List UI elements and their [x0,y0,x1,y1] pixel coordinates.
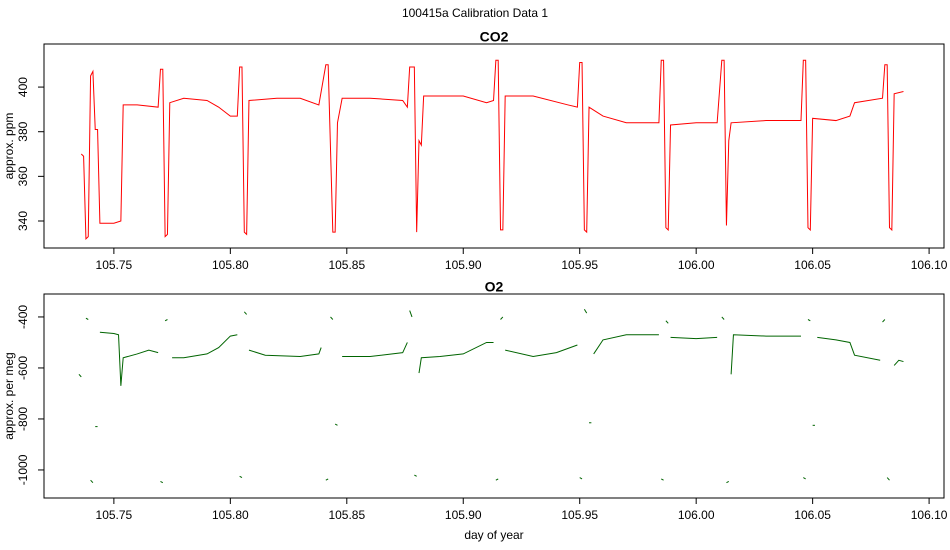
plot-frame [43,43,945,249]
data-line [409,310,413,318]
data-line [579,477,583,480]
data-line [90,479,94,484]
data-line [721,316,725,320]
data-line [886,477,890,481]
x-tick-label: 105.85 [328,258,365,272]
y-tick-label: -1000 [16,454,30,485]
data-line [414,474,417,477]
panel-title: O2 [485,279,504,295]
data-line [172,334,238,359]
data-line [85,317,89,320]
y-tick-label: 380 [16,121,30,141]
data-line [325,478,329,481]
x-tick-label: 106.10 [911,508,948,522]
data-line [817,336,881,361]
data-line [807,319,811,322]
data-line [882,319,886,323]
x-tick-label: 106.00 [678,258,715,272]
plot-frame [43,293,945,499]
page-title: 100415a Calibration Data 1 [402,6,548,20]
data-line [730,334,801,375]
x-tick-label: 105.95 [561,258,598,272]
x-tick-label: 106.05 [794,508,831,522]
x-tick-label: 105.80 [212,258,249,272]
x-tick-label: 105.90 [445,258,482,272]
x-tick-label: 106.10 [911,258,948,272]
panel-title: CO2 [480,29,509,45]
data-line [505,344,578,357]
data-line [80,59,904,240]
data-line [243,311,248,315]
data-line [164,319,168,322]
x-tick-label: 106.00 [678,508,715,522]
data-line [99,331,159,386]
data-line [239,475,243,479]
x-tick-label: 105.90 [445,508,482,522]
y-axis-label: approx. ppm [2,113,16,180]
data-line [334,423,338,426]
y-axis-label: approx. per meg [2,352,16,439]
data-line [500,316,504,320]
data-line [665,320,669,324]
data-line [670,336,718,340]
data-line [78,373,82,378]
y-tick-label: 360 [16,166,30,186]
data-line [726,480,730,484]
data-line [248,347,322,357]
y-tick-label: 400 [16,77,30,97]
data-line [893,359,904,366]
data-line [593,334,659,355]
x-tick-label: 105.75 [96,258,133,272]
y-tick-label: -600 [16,356,30,380]
data-line [418,341,494,374]
data-line [583,309,588,314]
x-axis-label: day of year [464,528,523,542]
data-line [342,342,408,357]
data-line [803,477,806,480]
y-tick-label: -800 [16,407,30,431]
x-tick-label: 105.75 [96,508,133,522]
data-line [661,478,664,481]
x-tick-label: 105.80 [212,508,249,522]
data-line [160,480,164,484]
data-line [330,316,334,320]
x-tick-label: 106.05 [794,258,831,272]
x-tick-label: 105.85 [328,508,365,522]
y-tick-label: -400 [16,305,30,329]
x-tick-label: 105.95 [561,508,598,522]
data-line [495,478,499,481]
y-tick-label: 340 [16,211,30,231]
